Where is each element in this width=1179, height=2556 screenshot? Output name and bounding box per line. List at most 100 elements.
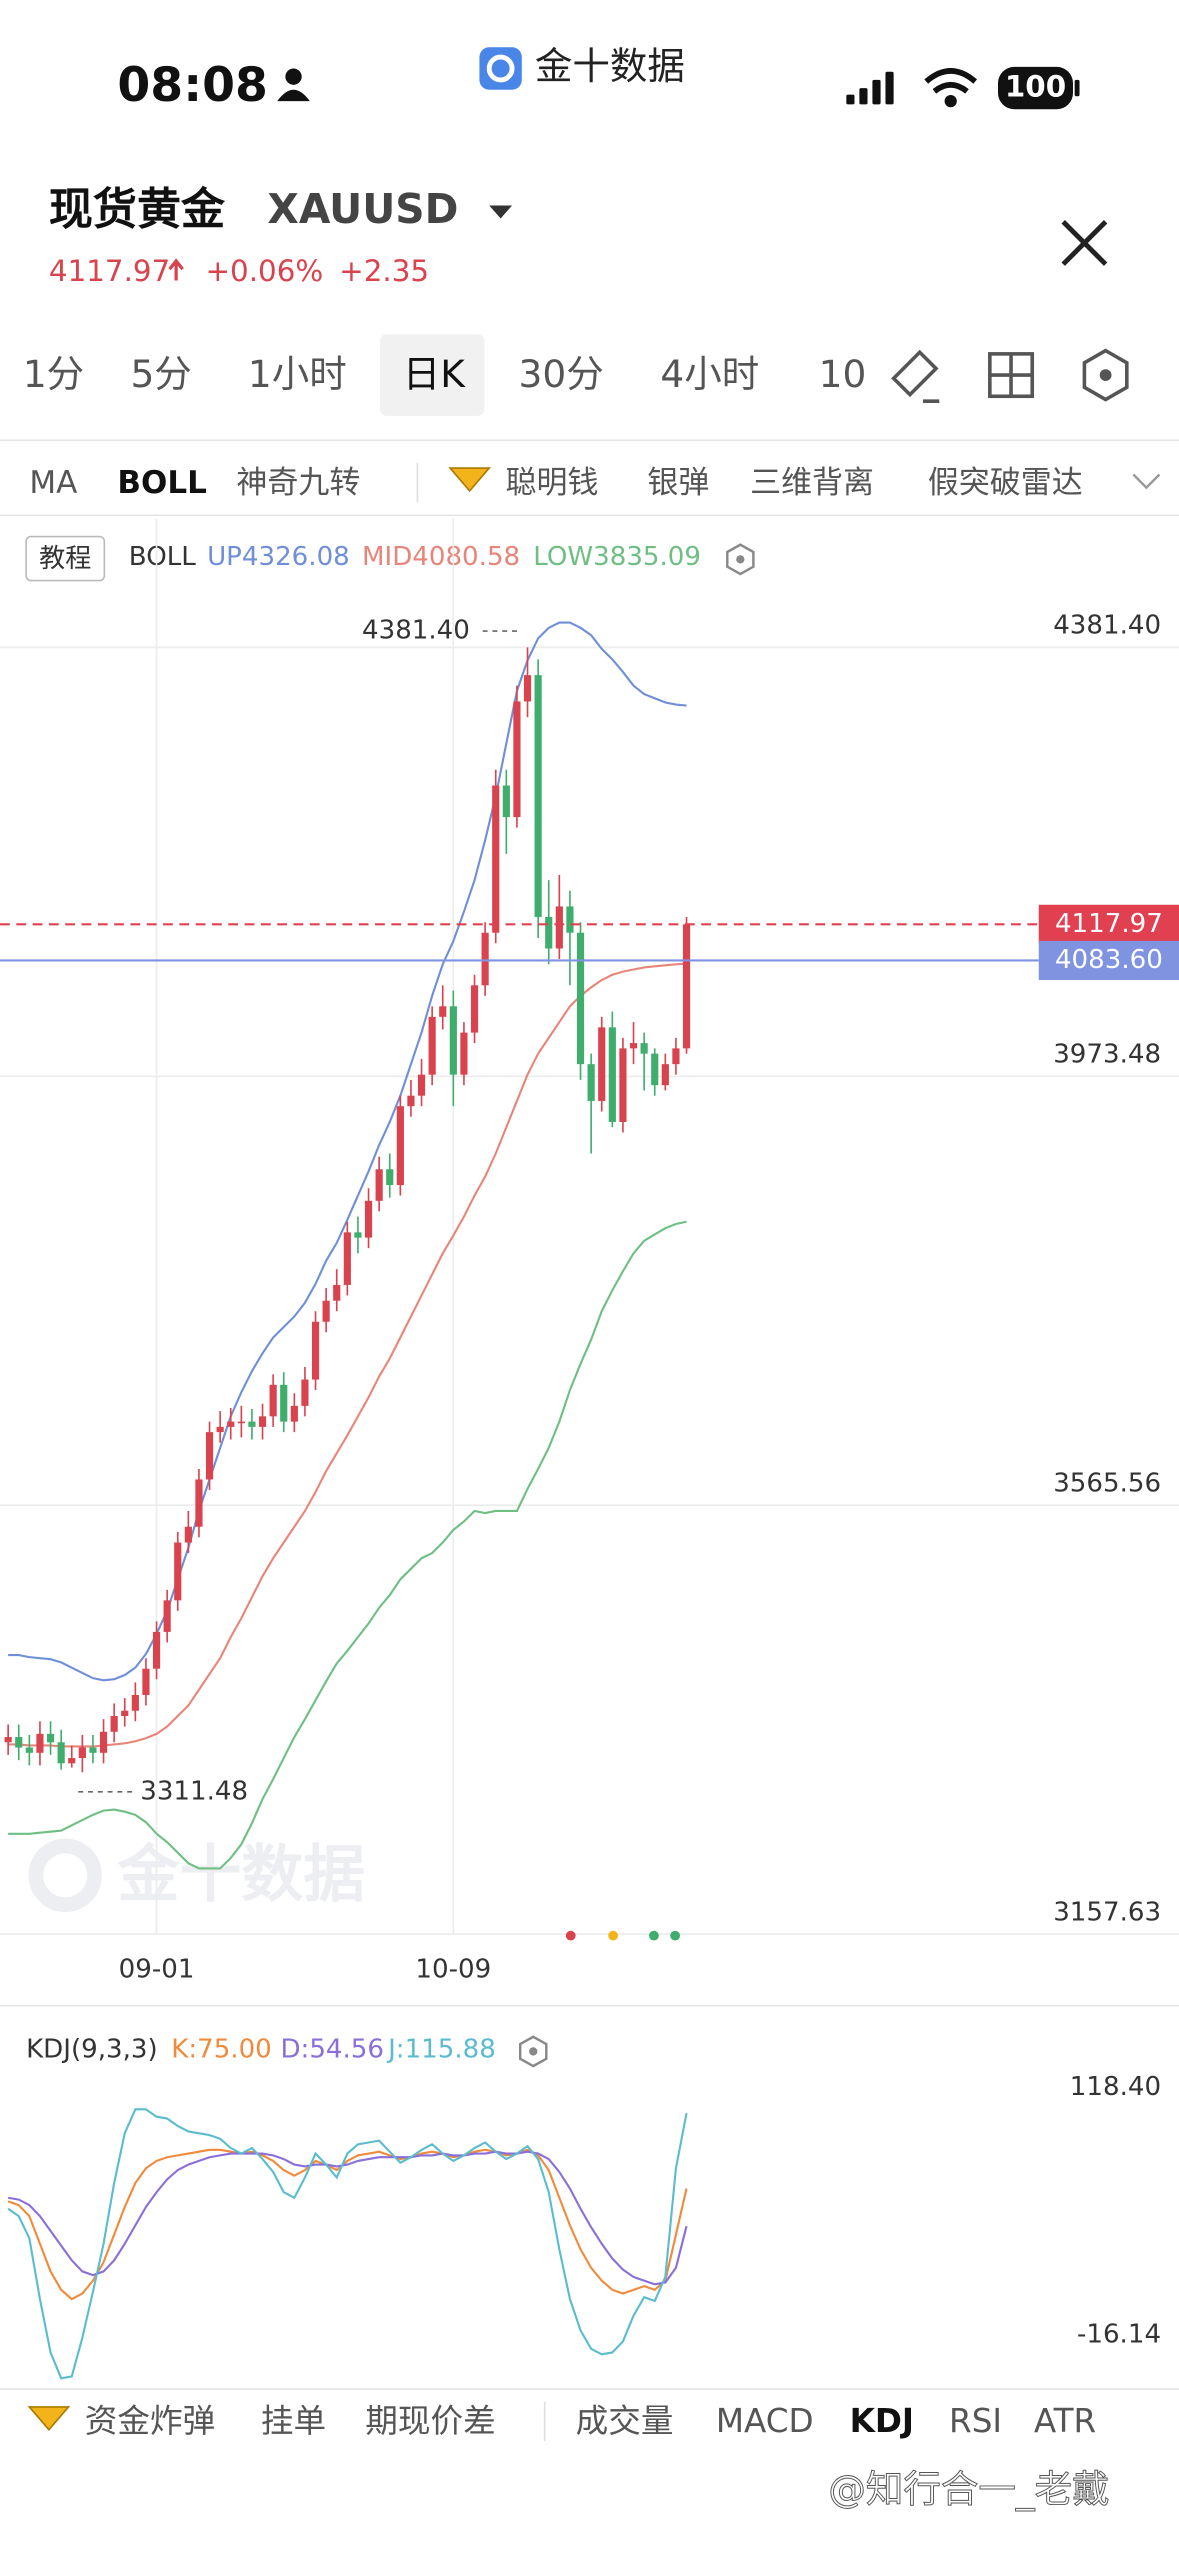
candle-body (619, 1048, 627, 1122)
indicator-tab[interactable]: ATR (1034, 2402, 1096, 2440)
period-tab[interactable]: 10 (819, 352, 867, 396)
candle-body (651, 1053, 659, 1086)
app-logo (479, 47, 522, 90)
close-button[interactable] (1061, 220, 1108, 266)
chart-watermark: 金十数据 (116, 1838, 365, 1911)
kdj-d: D:54.56 (280, 2034, 384, 2064)
period-tab[interactable]: 日K (403, 352, 466, 396)
period-tab[interactable]: 4小时 (660, 352, 759, 396)
candle-body (216, 1426, 224, 1433)
settings-icon[interactable] (1082, 348, 1129, 402)
candle-body (68, 1758, 76, 1764)
candle-body (555, 906, 563, 949)
indicator-tab[interactable]: 假突破雷达 (928, 465, 1083, 501)
price-tag (1038, 904, 1179, 944)
candle-body (587, 1064, 595, 1101)
candle-body (269, 1384, 277, 1417)
signal-icon (846, 71, 894, 105)
clock: 08:08 (117, 58, 268, 113)
indicator-line (7, 2108, 688, 2380)
instrument-symbol[interactable]: XAUUSD (267, 185, 458, 233)
period-tab[interactable]: 1分 (23, 352, 84, 396)
candle-body (57, 1742, 65, 1764)
candle-body (661, 1064, 669, 1086)
candle-body (364, 1200, 373, 1238)
x-tick-label: 10-09 (415, 1954, 491, 1984)
candle-body (152, 1631, 161, 1669)
indicator-tab[interactable]: MACD (716, 2402, 814, 2440)
candle-body (15, 1737, 23, 1748)
kdj-settings[interactable] (518, 2035, 548, 2068)
tutorial-tag[interactable] (25, 535, 106, 582)
candle-body (258, 1416, 267, 1427)
candle-body (523, 675, 532, 702)
candle-body (110, 1716, 118, 1732)
indicator-tab[interactable]: BOLL (117, 465, 206, 501)
layout-icon[interactable] (988, 352, 1035, 399)
candle-body (311, 1321, 320, 1380)
active-tab[interactable] (379, 334, 485, 416)
indicator-tab[interactable]: 期现价差 (365, 2402, 495, 2440)
candle-body (174, 1542, 182, 1601)
change-amount: +2.35 (339, 254, 429, 288)
y-tick-label: 3565.56 (1053, 1468, 1161, 1498)
kdj-j: J:115.88 (386, 2034, 496, 2064)
candle-body (343, 1232, 351, 1285)
candle-body (205, 1432, 214, 1480)
y-tick-label: -16.14 (1077, 2320, 1161, 2350)
candle-body (237, 1421, 245, 1424)
candle-body (566, 906, 574, 933)
candle-body (142, 1668, 150, 1695)
boll-low: LOW3835.09 (533, 542, 701, 572)
battery (997, 66, 1074, 110)
draw-tool-icon[interactable] (891, 349, 940, 403)
candle-body (470, 985, 479, 1033)
indicator-tab[interactable]: 三维背离 (750, 465, 874, 501)
kdj-name: KDJ(9,3,3) (26, 2034, 158, 2064)
indicator-line (8, 621, 687, 1682)
indicator-tab[interactable]: 银弹 (647, 465, 709, 501)
candle-body (333, 1284, 341, 1301)
last-price: 4117.97 (49, 254, 170, 288)
candle-body (682, 924, 691, 1049)
person-icon (277, 68, 310, 102)
indicator-tab[interactable]: 成交量 (576, 2402, 674, 2440)
indicator-tab[interactable]: 聪明钱 (506, 465, 599, 501)
price-tag-label: 4083.60 (1055, 945, 1163, 975)
candle-body (195, 1479, 203, 1527)
candle-body (36, 1733, 44, 1753)
indicator-tab[interactable]: MA (29, 465, 77, 501)
expand-icon[interactable] (1132, 473, 1161, 490)
price-tag-label: 4117.97 (1055, 909, 1163, 939)
candle-body (439, 1006, 447, 1017)
tutorial-tag-text[interactable]: 教程 (39, 544, 91, 574)
price-tag (1038, 940, 1179, 981)
indicator-line (7, 2148, 688, 2301)
period-tab[interactable]: 1小时 (248, 352, 347, 396)
extreme-label: 3311.48 (140, 1776, 248, 1806)
candle-body (396, 1106, 404, 1186)
indicator-tab[interactable]: RSI (949, 2402, 1002, 2440)
indicator-settings[interactable] (726, 543, 755, 576)
indicator-tab[interactable]: 神奇九转 (236, 465, 360, 501)
user-watermark: @知行合一_老戴 (828, 2467, 1109, 2511)
candle-body (131, 1694, 139, 1711)
diamond-icon (27, 2406, 71, 2432)
candle-body (545, 916, 553, 949)
candle-body (534, 675, 542, 917)
candle-body (248, 1421, 256, 1427)
indicator-tab[interactable]: 资金炸弹 (85, 2402, 215, 2440)
candle-body (354, 1232, 362, 1238)
period-tab[interactable]: 5分 (130, 352, 191, 396)
dropdown-icon[interactable] (489, 205, 513, 219)
candle-body (502, 785, 510, 818)
indicator-tab[interactable]: KDJ (850, 2402, 914, 2440)
y-tick-label: 3157.63 (1053, 1897, 1161, 1927)
candle-body (89, 1747, 97, 1753)
candle-body (280, 1384, 288, 1422)
period-tab[interactable]: 30分 (519, 352, 604, 396)
candle-body (46, 1733, 55, 1743)
candle-body (640, 1043, 648, 1054)
indicator-tab[interactable]: 挂单 (261, 2402, 326, 2440)
wifi-icon (924, 68, 978, 108)
